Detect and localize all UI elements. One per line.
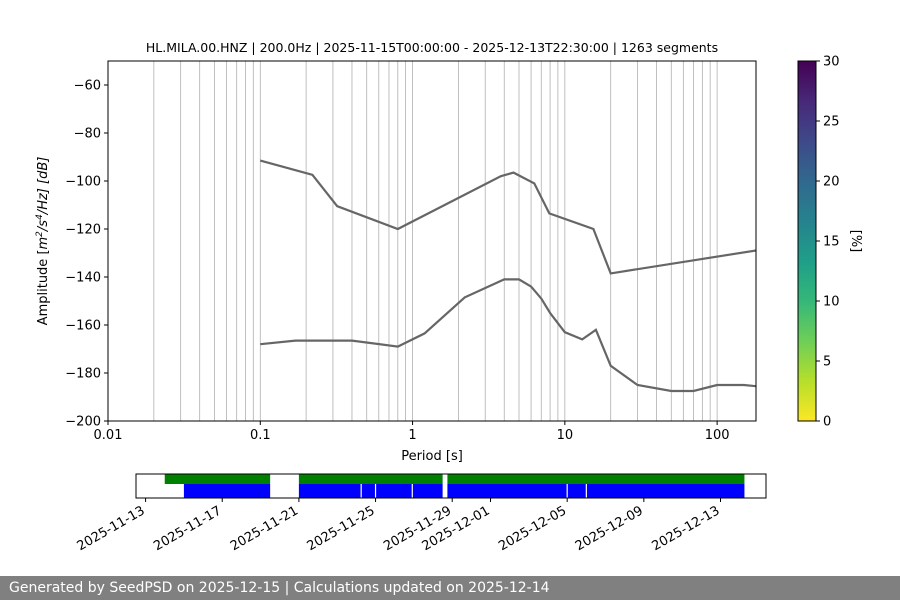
x-tick-label: 1 bbox=[408, 428, 416, 443]
colorbar-tick-label: 5 bbox=[823, 355, 831, 370]
availability-blue-span bbox=[298, 484, 443, 498]
grid-lines bbox=[108, 61, 718, 421]
colorbar-tick-label: 20 bbox=[823, 175, 840, 190]
colorbar-label: [%] bbox=[848, 230, 863, 253]
availability-green-span bbox=[447, 474, 745, 484]
y-tick-label: −80 bbox=[74, 127, 101, 142]
date-tick-label: 2025-11-17 bbox=[151, 503, 224, 554]
footer-text: Generated by SeedPSD on 2025-12-15 | Cal… bbox=[9, 580, 550, 596]
date-tick-label: 2025-12-13 bbox=[650, 503, 723, 554]
date-tick-label: 2025-11-13 bbox=[75, 503, 148, 554]
x-axis-label: Period [s] bbox=[401, 449, 463, 464]
low-noise-model-line bbox=[260, 278, 756, 393]
date-tick-label: 2025-12-05 bbox=[496, 503, 569, 554]
y-tick-label: −200 bbox=[65, 415, 101, 430]
y-axis: −60 −80 −100 −120 −140 −160 −180 −200 bbox=[65, 79, 108, 430]
availability-green-span bbox=[298, 474, 443, 484]
y-axis-label: Amplitude [m2/s4/Hz] [dB] bbox=[35, 157, 51, 326]
x-axis: 0.01 0.1 1 10 100 bbox=[94, 421, 730, 443]
y-tick-label: −120 bbox=[65, 223, 101, 238]
high-noise-model-line bbox=[260, 159, 756, 275]
colorbar bbox=[797, 60, 817, 422]
availability-bars bbox=[164, 474, 745, 498]
y-tick-label: −160 bbox=[65, 319, 101, 334]
availability-blue-span bbox=[183, 484, 271, 498]
y-tick-label: −100 bbox=[65, 175, 101, 190]
x-tick-label: 100 bbox=[705, 428, 730, 443]
availability-green-span bbox=[164, 474, 271, 484]
x-tick-label: 0.01 bbox=[94, 428, 123, 443]
y-tick-label: −60 bbox=[74, 79, 101, 94]
colorbar-tick-label: 10 bbox=[823, 295, 840, 310]
footer-bar: Generated by SeedPSD on 2025-12-15 | Cal… bbox=[0, 576, 900, 600]
availability-date-axis: 2025-11-13 2025-11-17 2025-11-21 2025-11-25… bbox=[75, 498, 723, 554]
date-tick-label: 2025-12-09 bbox=[573, 503, 646, 554]
x-tick-label: 10 bbox=[557, 428, 574, 443]
date-tick-label: 2025-11-21 bbox=[228, 503, 301, 554]
availability-frame bbox=[135, 473, 767, 499]
colorbar-tick-label: 15 bbox=[823, 235, 840, 250]
date-tick-label: 2025-11-25 bbox=[305, 503, 378, 554]
colorbar-tick-label: 25 bbox=[823, 115, 840, 130]
colorbar-tick-label: 0 bbox=[823, 415, 831, 430]
x-tick-label: 0.1 bbox=[250, 428, 271, 443]
noise-model-lines bbox=[260, 159, 756, 393]
chart-title: HL.MILA.00.HNZ | 200.0Hz | 2025-11-15T00… bbox=[146, 40, 718, 55]
colorbar-tick-label: 30 bbox=[823, 55, 840, 70]
y-tick-label: −140 bbox=[65, 271, 101, 286]
colorbar-ticks: 0 5 10 15 20 25 30 bbox=[816, 55, 840, 430]
y-tick-label: −180 bbox=[65, 367, 101, 382]
plot-frame bbox=[107, 60, 757, 422]
availability-blue-span bbox=[447, 484, 745, 498]
